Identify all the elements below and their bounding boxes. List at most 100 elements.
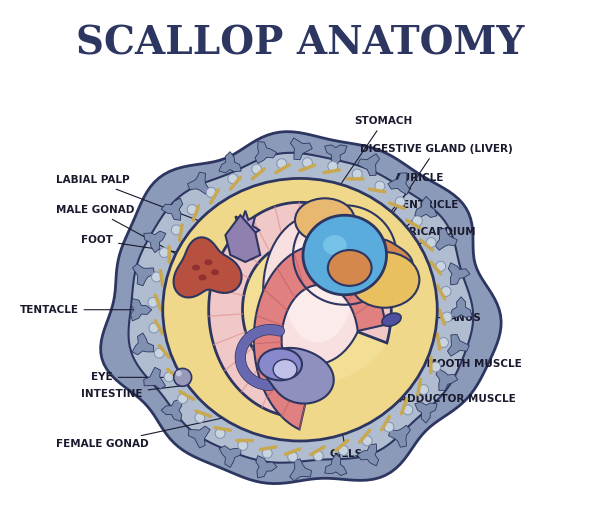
Polygon shape — [219, 152, 241, 173]
Polygon shape — [448, 335, 469, 356]
Ellipse shape — [172, 225, 181, 235]
Text: STOMACH: STOMACH — [316, 116, 413, 220]
Polygon shape — [435, 228, 457, 250]
Ellipse shape — [439, 338, 448, 347]
Polygon shape — [226, 215, 260, 262]
Polygon shape — [290, 138, 312, 160]
Ellipse shape — [206, 188, 216, 197]
Ellipse shape — [152, 272, 161, 282]
Polygon shape — [415, 196, 437, 217]
Ellipse shape — [163, 178, 437, 441]
Ellipse shape — [328, 161, 338, 171]
Polygon shape — [358, 154, 379, 176]
Ellipse shape — [431, 362, 440, 372]
Ellipse shape — [441, 286, 451, 297]
Polygon shape — [325, 454, 347, 475]
Text: INTESTINE: INTESTINE — [81, 380, 233, 399]
Ellipse shape — [238, 440, 248, 450]
Ellipse shape — [313, 451, 323, 461]
Ellipse shape — [176, 371, 182, 376]
Ellipse shape — [251, 164, 262, 174]
Ellipse shape — [302, 158, 313, 168]
Text: ADDUCTOR MUSCLE: ADDUCTOR MUSCLE — [358, 384, 516, 404]
Ellipse shape — [263, 215, 367, 364]
Ellipse shape — [283, 233, 353, 342]
Text: TENTACLE: TENTACLE — [20, 305, 136, 315]
Text: GILLS: GILLS — [330, 422, 363, 459]
Polygon shape — [290, 459, 311, 481]
Ellipse shape — [154, 348, 164, 358]
Polygon shape — [255, 142, 277, 163]
Polygon shape — [357, 444, 379, 466]
Ellipse shape — [395, 197, 405, 207]
Ellipse shape — [220, 215, 400, 384]
Ellipse shape — [211, 269, 219, 276]
Polygon shape — [133, 264, 154, 286]
Polygon shape — [128, 153, 473, 463]
Ellipse shape — [303, 215, 386, 295]
Polygon shape — [209, 203, 391, 416]
Polygon shape — [254, 245, 385, 429]
Polygon shape — [263, 348, 334, 403]
Polygon shape — [232, 211, 259, 250]
Ellipse shape — [436, 262, 446, 271]
Polygon shape — [188, 426, 210, 448]
Ellipse shape — [412, 216, 422, 226]
Ellipse shape — [277, 159, 287, 169]
Ellipse shape — [338, 446, 349, 455]
Ellipse shape — [442, 312, 452, 322]
Text: FOOT: FOOT — [81, 235, 227, 260]
Polygon shape — [248, 245, 256, 260]
Ellipse shape — [273, 359, 297, 379]
Polygon shape — [173, 237, 242, 298]
Text: SCALLOP ANATOMY: SCALLOP ANATOMY — [76, 24, 524, 62]
Ellipse shape — [419, 384, 428, 395]
Polygon shape — [346, 239, 413, 278]
Ellipse shape — [195, 413, 205, 423]
Polygon shape — [388, 173, 410, 195]
Polygon shape — [436, 369, 458, 391]
Polygon shape — [188, 172, 209, 194]
Text: DIGESTIVE GLAND (LIVER): DIGESTIVE GLAND (LIVER) — [359, 143, 512, 246]
Text: VENTRICLE: VENTRICLE — [370, 200, 459, 266]
Polygon shape — [450, 297, 472, 318]
Text: EYE: EYE — [91, 372, 180, 382]
Text: MANTLE: MANTLE — [243, 242, 298, 254]
Ellipse shape — [426, 237, 436, 248]
Ellipse shape — [187, 205, 197, 214]
Ellipse shape — [382, 313, 401, 326]
Polygon shape — [448, 263, 470, 285]
Polygon shape — [144, 231, 166, 252]
Ellipse shape — [205, 260, 212, 265]
Ellipse shape — [287, 452, 298, 462]
Polygon shape — [144, 368, 166, 389]
Ellipse shape — [362, 436, 372, 446]
Ellipse shape — [192, 265, 200, 270]
Text: AURICLE: AURICLE — [361, 173, 444, 246]
Polygon shape — [388, 425, 410, 447]
Ellipse shape — [262, 448, 272, 458]
Text: LABIAL PALP: LABIAL PALP — [56, 175, 216, 227]
Ellipse shape — [164, 372, 174, 382]
Text: MALE GONAD: MALE GONAD — [56, 205, 203, 269]
Ellipse shape — [173, 369, 191, 387]
Ellipse shape — [160, 248, 169, 258]
Ellipse shape — [199, 274, 206, 281]
Ellipse shape — [328, 250, 371, 286]
Ellipse shape — [149, 323, 159, 333]
Polygon shape — [415, 402, 437, 423]
Ellipse shape — [375, 181, 385, 191]
Polygon shape — [161, 198, 183, 221]
Text: SMOOTH MUSCLE: SMOOTH MUSCLE — [347, 340, 522, 370]
Ellipse shape — [403, 405, 413, 415]
Polygon shape — [161, 399, 182, 421]
Ellipse shape — [228, 174, 238, 183]
Polygon shape — [131, 299, 152, 321]
Ellipse shape — [258, 348, 302, 380]
Ellipse shape — [323, 235, 347, 255]
Polygon shape — [325, 145, 347, 166]
Polygon shape — [219, 446, 241, 467]
Ellipse shape — [215, 428, 225, 438]
Text: ANUS: ANUS — [394, 313, 482, 323]
Polygon shape — [101, 132, 501, 484]
